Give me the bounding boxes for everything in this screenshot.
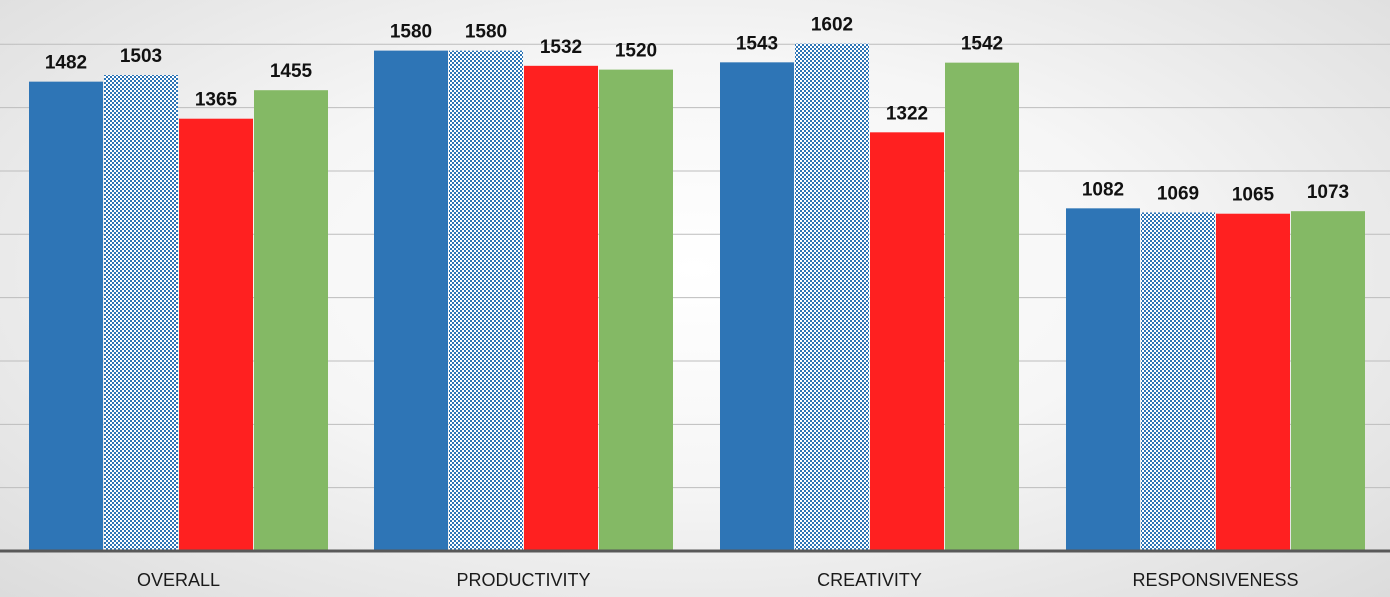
value-label-responsiveness-series-1: 1082 xyxy=(1082,179,1124,200)
value-label-creativity-series-3: 1322 xyxy=(886,103,928,124)
value-label-overall-series-3: 1365 xyxy=(195,90,238,111)
value-label-creativity-series-2: 1602 xyxy=(811,15,853,36)
bar-overall-series-1 xyxy=(29,81,103,551)
category-labels: OVERALL PRODUCTIVITY CREATIVITY RESPONSIVEN… xyxy=(137,570,1299,590)
bar-responsiveness-series-2 xyxy=(1141,212,1215,551)
bar-overall-series-4 xyxy=(254,90,328,551)
value-label-creativity-series-4: 1542 xyxy=(961,34,1003,55)
value-label-creativity-series-1: 1543 xyxy=(736,33,778,54)
bar-productivity-series-4 xyxy=(599,69,673,551)
bar-responsiveness-series-1 xyxy=(1066,208,1140,551)
value-label-responsiveness-series-4: 1073 xyxy=(1307,182,1349,203)
bar-creativity-series-1 xyxy=(720,62,794,551)
value-labels: 1482 1503 1365 1455 1580 1580 1532 1520 1543 1602… xyxy=(45,15,1349,206)
bar-productivity-series-2 xyxy=(449,50,523,551)
bar-responsiveness-series-4 xyxy=(1291,211,1365,551)
bar-productivity-series-1 xyxy=(374,50,448,551)
bar-creativity-series-4 xyxy=(945,62,1019,552)
bar-responsiveness-series-3 xyxy=(1216,213,1290,552)
category-label-overall: OVERALL xyxy=(137,570,220,590)
value-label-responsiveness-series-2: 1069 xyxy=(1157,183,1199,204)
value-label-overall-series-4: 1455 xyxy=(270,61,313,82)
bar-creativity-series-3 xyxy=(870,132,944,551)
category-label-responsiveness: RESPONSIVENESS xyxy=(1132,570,1298,590)
category-label-creativity: CREATIVITY xyxy=(817,570,922,590)
bar-creativity-series-2 xyxy=(795,43,869,551)
bars xyxy=(29,43,1365,552)
category-label-productivity: PRODUCTIVITY xyxy=(456,570,590,590)
value-label-overall-series-1: 1482 xyxy=(45,53,87,74)
bar-productivity-series-3 xyxy=(524,65,598,551)
value-label-responsiveness-series-3: 1065 xyxy=(1232,185,1275,206)
bar-overall-series-3 xyxy=(179,118,253,551)
value-label-productivity-series-3: 1532 xyxy=(540,37,582,58)
value-label-overall-series-2: 1503 xyxy=(120,46,162,67)
bar-overall-series-2 xyxy=(104,74,178,551)
value-label-productivity-series-2: 1580 xyxy=(465,22,507,43)
value-label-productivity-series-1: 1580 xyxy=(390,22,432,43)
value-label-productivity-series-4: 1520 xyxy=(615,41,657,62)
